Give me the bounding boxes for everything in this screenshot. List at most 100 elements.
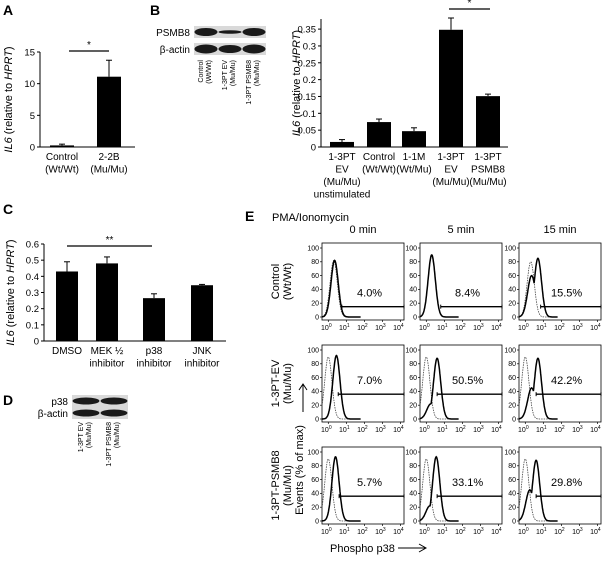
y-tick-label: 0.4 <box>26 272 39 283</box>
x-tick-exponent: 3 <box>383 425 386 431</box>
x-tick-label: 103 <box>473 527 484 536</box>
bar <box>143 298 165 341</box>
x-tick-exponent: 3 <box>383 323 386 329</box>
blot-band <box>100 409 128 417</box>
x-tick-base: 10 <box>455 529 463 536</box>
x-tick-base: 10 <box>375 529 383 536</box>
row-label: (Mu/Mu) <box>282 465 294 506</box>
x-tick-label: 103 <box>572 425 583 434</box>
x-tick-base: 10 <box>473 529 481 536</box>
x-tick-label: 103 <box>375 527 386 536</box>
y-tick-label: 80 <box>508 463 516 470</box>
y-axis-label: Events (% of max) <box>294 425 306 515</box>
y-tick-label: 60 <box>311 273 319 280</box>
x-tick-base: 10 <box>455 427 463 434</box>
y-tick-label: 60 <box>409 273 417 280</box>
histogram-plot <box>419 344 503 423</box>
significance-star: ** <box>106 235 114 246</box>
histogram-plot <box>321 242 405 321</box>
bar <box>439 29 463 148</box>
y-tick-label: 80 <box>508 259 516 266</box>
panel-label-A: A <box>3 2 13 18</box>
y-tick-label: 40 <box>409 389 417 396</box>
x-tick-base: 10 <box>437 325 445 332</box>
y-tick-label: 100 <box>504 245 516 252</box>
blot-lane-label: Control <box>198 60 205 83</box>
x-tick-base: 10 <box>572 427 580 434</box>
x-tick-label: 1-3PT <box>328 152 355 163</box>
y-tick-label: 0.6 <box>26 240 39 251</box>
y-tick-label: 0 <box>30 143 35 154</box>
x-tick-base: 10 <box>572 325 580 332</box>
bar <box>330 141 354 147</box>
y-tick-label: 40 <box>311 389 319 396</box>
x-tick-exponent: 0 <box>427 527 430 533</box>
significance-star: * <box>87 40 91 51</box>
x-tick-label: inhibitor <box>184 359 220 370</box>
y-tick-label: 60 <box>311 477 319 484</box>
y-tick-label: 100 <box>307 245 319 252</box>
y-tick-label: 60 <box>409 477 417 484</box>
x-tick-exponent: 3 <box>580 425 583 431</box>
x-tick-label: 104 <box>491 527 502 536</box>
sample-histogram <box>518 357 558 420</box>
blot-row-label: β-actin <box>160 45 190 56</box>
x-tick-label: JNK <box>193 346 212 357</box>
y-axis-label-part: ) <box>291 30 303 34</box>
x-tick-base: 10 <box>375 325 383 332</box>
x-tick-exponent: 0 <box>526 527 529 533</box>
y-tick-label: 0 <box>315 518 319 525</box>
x-tick-exponent: 2 <box>365 425 368 431</box>
y-tick-label: 80 <box>409 361 417 368</box>
y-tick-label: 0 <box>34 337 39 348</box>
blot-band <box>242 28 266 36</box>
bar <box>50 145 74 147</box>
x-tick-base: 10 <box>491 427 499 434</box>
y-tick-label: 0.2 <box>26 304 39 315</box>
sample-histogram <box>518 459 558 522</box>
y-tick-label: 100 <box>307 347 319 354</box>
y-tick-label: 0.2 <box>303 75 316 86</box>
x-tick-label: 1-1M <box>403 152 426 163</box>
y-axis-label-part: HPRT <box>291 32 303 63</box>
y-axis-label-part: (relative to <box>3 80 15 137</box>
x-tick-exponent: 0 <box>329 527 332 533</box>
x-tick-exponent: 4 <box>499 527 502 533</box>
y-tick-label: 20 <box>508 505 516 512</box>
y-axis-label-part: IL6 <box>5 329 17 345</box>
x-tick-base: 10 <box>473 325 481 332</box>
y-tick-label: 0 <box>315 314 319 321</box>
x-tick-label: 103 <box>473 425 484 434</box>
row-label: Control <box>270 264 282 299</box>
x-tick-label: 104 <box>590 425 601 434</box>
x-tick-base: 10 <box>518 325 526 332</box>
panel-label-C: C <box>3 201 13 217</box>
sample-histogram <box>321 259 361 318</box>
x-tick-label: 103 <box>375 323 386 332</box>
x-tick-label: (Mu/Mu) <box>323 177 360 188</box>
x-tick-base: 10 <box>590 529 598 536</box>
x-tick-base: 10 <box>339 529 347 536</box>
x-tick-exponent: 0 <box>427 425 430 431</box>
x-tick-base: 10 <box>518 529 526 536</box>
x-tick-label: 100 <box>419 323 430 332</box>
y-tick-label: 100 <box>405 245 417 252</box>
x-tick-label: 101 <box>339 323 350 332</box>
row-label: (Mu/Mu) <box>282 363 294 404</box>
y-tick-label: 80 <box>311 361 319 368</box>
blot-lane-label: (Mu/Mu) <box>86 422 93 448</box>
y-tick-label: 0 <box>512 518 516 525</box>
x-tick-label: PSMB8 <box>471 165 505 176</box>
row-label: (Wt/Wt) <box>282 263 294 300</box>
y-tick-label: 0.05 <box>298 126 317 137</box>
x-tick-base: 10 <box>357 529 365 536</box>
bar <box>476 96 500 147</box>
x-tick-base: 10 <box>518 427 526 434</box>
y-tick-label: 80 <box>311 463 319 470</box>
x-tick-exponent: 3 <box>580 323 583 329</box>
blot-lane-label: 1-3PT PSMB8 <box>246 60 253 105</box>
x-tick-exponent: 4 <box>598 527 601 533</box>
x-tick-label: inhibitor <box>89 359 125 370</box>
sample-histogram <box>419 455 459 522</box>
x-tick-exponent: 3 <box>481 323 484 329</box>
